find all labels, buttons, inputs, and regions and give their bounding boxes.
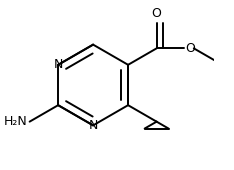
Text: O: O (152, 7, 161, 20)
Text: N: N (88, 119, 98, 132)
Text: O: O (185, 42, 195, 55)
Text: N: N (53, 58, 63, 71)
Text: H₂N: H₂N (4, 115, 28, 128)
